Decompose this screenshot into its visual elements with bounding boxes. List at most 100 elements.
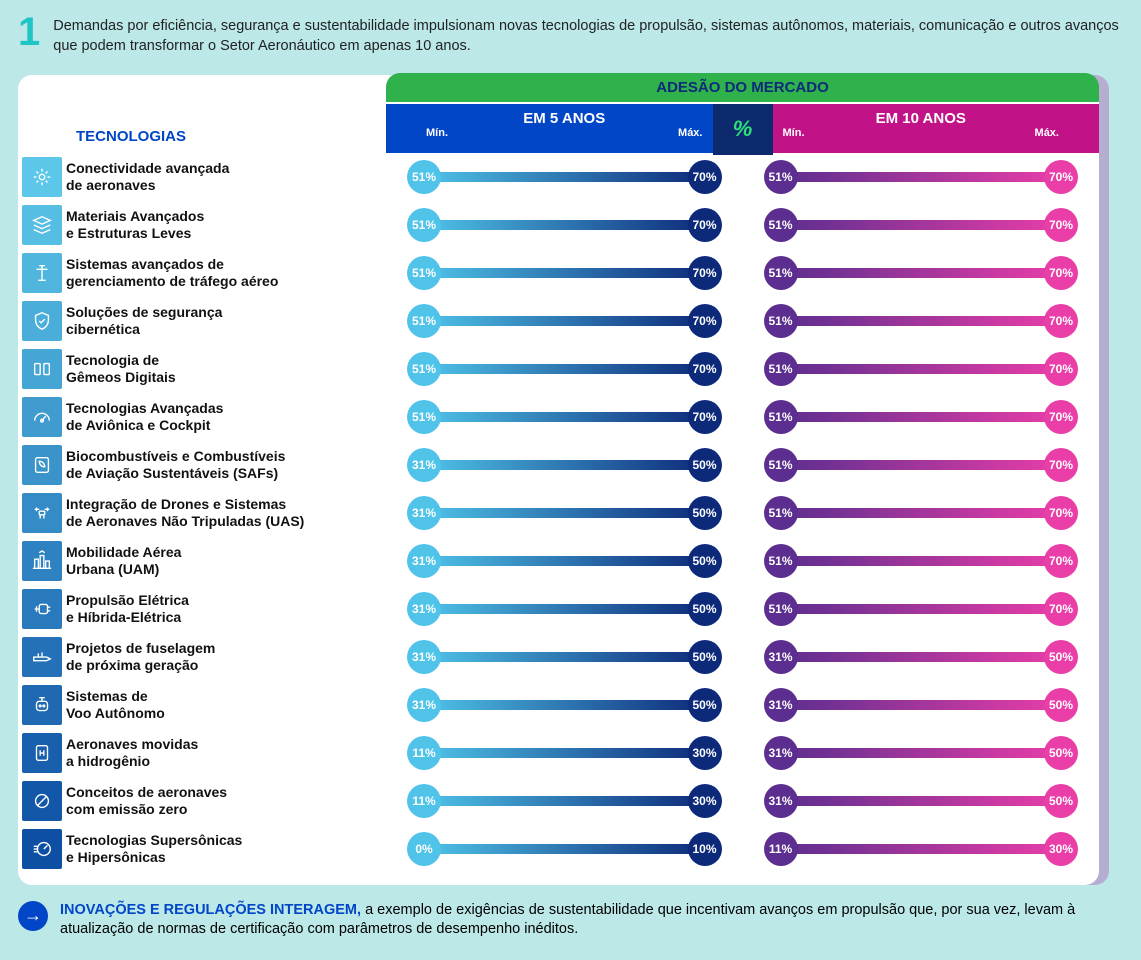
min-value: 31% — [764, 640, 798, 674]
min-value: 51% — [764, 304, 798, 338]
min-value: 51% — [764, 160, 798, 194]
max-value: 50% — [1044, 784, 1078, 818]
max-value: 50% — [688, 448, 722, 482]
gauge-icon — [22, 397, 62, 437]
min-value: 31% — [407, 688, 441, 722]
tech-label: Conectividade avançadade aeronaves — [66, 160, 386, 194]
max-value: 30% — [688, 784, 722, 818]
bar-10y: 51%70% — [743, 412, 1100, 422]
max-value: 70% — [1044, 400, 1078, 434]
bar-10y: 51%70% — [743, 316, 1100, 326]
shield-icon — [22, 301, 62, 341]
tech-label: Tecnologias Supersônicase Hipersônicas — [66, 832, 386, 866]
arrow-icon: → — [18, 901, 48, 931]
bar-10y: 51%70% — [743, 220, 1100, 230]
speed-icon — [22, 829, 62, 869]
table-row: Soluções de segurançacibernética51%70%51… — [18, 297, 1099, 345]
twins-icon — [22, 349, 62, 389]
header-10y-max: Máx. — [1035, 127, 1059, 139]
table-row: Tecnologias Avançadasde Aviônica e Cockp… — [18, 393, 1099, 441]
table-row: Materiais Avançadose Estruturas Leves51%… — [18, 201, 1099, 249]
layers-icon — [22, 205, 62, 245]
header-5y: EM 5 ANOS Mín. Máx. % — [386, 104, 743, 153]
connectivity-icon — [22, 157, 62, 197]
min-value: 31% — [764, 688, 798, 722]
max-value: 70% — [688, 160, 722, 194]
bar-10y: 51%70% — [743, 604, 1100, 614]
table-row: Aeronaves movidasa hidrogênio11%30% 31% 50… — [18, 729, 1099, 777]
max-value: 70% — [688, 400, 722, 434]
max-value: 50% — [688, 592, 722, 626]
table-row: Projetos de fuselagemde próxima geração3… — [18, 633, 1099, 681]
max-value: 70% — [688, 208, 722, 242]
bar-5y: 31%50% — [386, 508, 743, 518]
tech-label: Tecnologias Avançadasde Aviônica e Cockp… — [66, 400, 386, 434]
max-value: 50% — [688, 640, 722, 674]
min-value: 51% — [764, 592, 798, 626]
robot-icon — [22, 685, 62, 725]
table-row: Conceitos de aeronavescom emissão zero11… — [18, 777, 1099, 825]
bar-5y: 31%50% — [386, 556, 743, 566]
max-value: 50% — [1044, 640, 1078, 674]
tech-panel: ADESÃO DO MERCADO TECNOLOGIAS EM 5 ANOS … — [18, 75, 1099, 885]
intro-text: Demandas por eficiência, segurança e sus… — [53, 12, 1123, 57]
table-row: Biocombustíveis e Combustíveisde Aviação… — [18, 441, 1099, 489]
header-tech: TECNOLOGIAS — [66, 104, 386, 153]
bar-10y: 51%70% — [743, 508, 1100, 518]
min-value: 51% — [764, 256, 798, 290]
header-5y-title: EM 5 ANOS — [386, 110, 743, 127]
max-value: 70% — [1044, 544, 1078, 578]
tech-label: Propulsão Elétricae Híbrida-Elétrica — [66, 592, 386, 626]
tech-label: Projetos de fuselagemde próxima geração — [66, 640, 386, 674]
min-value: 31% — [407, 544, 441, 578]
max-value: 50% — [1044, 736, 1078, 770]
max-value: 70% — [688, 352, 722, 386]
tech-label: Sistemas deVoo Autônomo — [66, 688, 386, 722]
min-value: 51% — [764, 496, 798, 530]
bar-5y: 11%30% — [386, 796, 743, 806]
table-row: Conectividade avançadade aeronaves 51% 70%… — [18, 153, 1099, 201]
min-value: 51% — [407, 304, 441, 338]
bar-5y: 51%70% — [386, 316, 743, 326]
zero-icon — [22, 781, 62, 821]
max-value: 70% — [1044, 160, 1078, 194]
max-value: 70% — [1044, 592, 1078, 626]
bar-5y: 11%30% — [386, 748, 743, 758]
tower-icon — [22, 253, 62, 293]
min-value: 11% — [764, 832, 798, 866]
min-value: 51% — [764, 352, 798, 386]
drone-icon — [22, 493, 62, 533]
table-row: Sistemas deVoo Autônomo31%50%31%50% — [18, 681, 1099, 729]
table-row: Tecnologias Supersônicase Hipersônicas0%… — [18, 825, 1099, 873]
bar-10y: 51%70% — [743, 268, 1100, 278]
plug-icon — [22, 589, 62, 629]
min-value: 51% — [407, 400, 441, 434]
tech-label: Conceitos de aeronavescom emissão zero — [66, 784, 386, 818]
min-value: 51% — [407, 160, 441, 194]
bar-10y: 31%50% — [743, 700, 1100, 710]
hydrogen-icon — [22, 733, 62, 773]
section-number: 1 — [18, 12, 39, 52]
max-value: 70% — [1044, 352, 1078, 386]
min-value: 51% — [407, 256, 441, 290]
tech-label: Tecnologia deGêmeos Digitais — [66, 352, 386, 386]
max-value: 70% — [1044, 208, 1078, 242]
min-value: 51% — [764, 400, 798, 434]
percent-badge: % — [713, 104, 773, 155]
bar-10y: 31%50% — [743, 652, 1100, 662]
footer-lead: INOVAÇÕES E REGULAÇÕES INTERAGEM, — [60, 902, 361, 918]
header-10y: EM 10 ANOS Mín. Máx. — [743, 104, 1100, 153]
tech-label: Aeronaves movidasa hidrogênio — [66, 736, 386, 770]
min-value: 31% — [764, 736, 798, 770]
max-value: 50% — [688, 688, 722, 722]
table-row: Mobilidade AéreaUrbana (UAM)31%50%51%70% — [18, 537, 1099, 585]
bar-10y: 51%70% — [743, 460, 1100, 470]
min-value: 11% — [407, 736, 441, 770]
bar-5y: 31%50% — [386, 460, 743, 470]
fuselage-icon — [22, 637, 62, 677]
tech-label: Biocombustíveis e Combustíveisde Aviação… — [66, 448, 386, 482]
bar-5y: 31%50% — [386, 652, 743, 662]
min-value: 51% — [764, 208, 798, 242]
table-row: Tecnologia deGêmeos Digitais51%70%51%70% — [18, 345, 1099, 393]
city-icon — [22, 541, 62, 581]
